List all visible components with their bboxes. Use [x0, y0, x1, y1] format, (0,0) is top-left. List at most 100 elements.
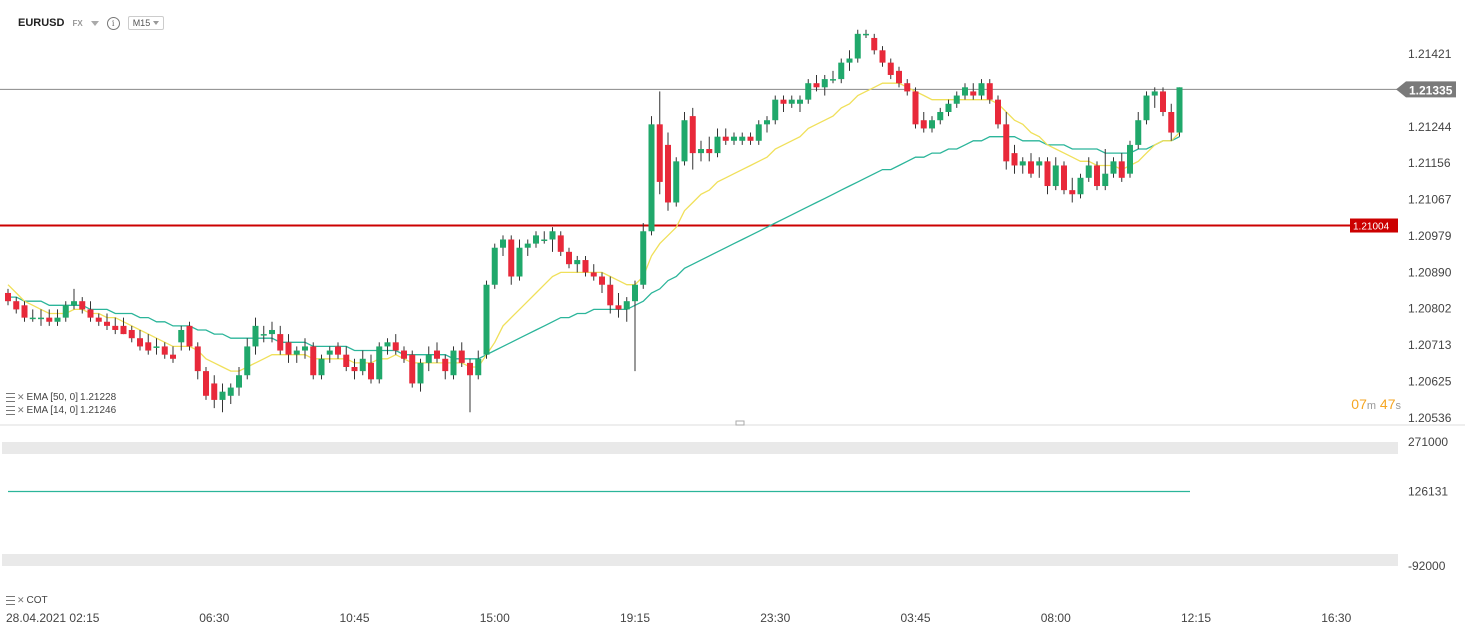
candle-up — [772, 95, 779, 125]
candle-down — [194, 342, 201, 380]
candle-body — [483, 284, 490, 355]
candle-body — [79, 301, 86, 310]
candle-up — [929, 116, 935, 133]
candle-down — [780, 95, 787, 112]
candle-body — [566, 251, 572, 265]
candle-up — [1036, 157, 1043, 178]
candle-down — [1061, 161, 1067, 195]
candle-up — [953, 91, 960, 108]
candle-body — [1102, 173, 1109, 187]
timeframe-dropdown-icon — [153, 21, 160, 25]
legend-ema14: ✕ EMA [14, 0] 1.21246 — [6, 405, 116, 416]
timer-seconds: 47 — [1379, 396, 1396, 412]
candle-down — [1044, 157, 1051, 195]
candle-down — [1003, 111, 1010, 170]
candle-body — [1044, 161, 1051, 187]
candle-up — [29, 309, 36, 322]
candle-body — [1094, 165, 1100, 187]
candle-down — [887, 58, 894, 80]
price-tick-label: 1.20802 — [1408, 302, 1452, 316]
candle-up — [1135, 111, 1142, 150]
timer-minutes-unit: m — [1366, 400, 1377, 412]
candle-body — [269, 329, 275, 335]
candle-down — [1118, 153, 1125, 182]
candle-up — [1085, 157, 1092, 182]
candle-up — [219, 383, 226, 413]
remove-indicator-icon[interactable]: ✕ — [17, 595, 25, 605]
candle-body — [698, 149, 704, 154]
symbol-label[interactable]: EURUSD — [18, 17, 65, 29]
candle-body — [615, 305, 622, 310]
candle-up — [755, 120, 762, 145]
cot-tick-label: 126131 — [1408, 484, 1448, 498]
candle-down — [665, 132, 671, 211]
candle-body — [689, 116, 696, 154]
candle-body — [986, 83, 993, 100]
candle-body — [879, 50, 886, 63]
legend-value: 1.21246 — [80, 405, 117, 416]
candle-body — [170, 354, 176, 359]
candle-up — [846, 50, 853, 71]
candle-up — [318, 354, 325, 380]
time-tick-label: 23:30 — [760, 611, 790, 625]
candle-down — [599, 272, 605, 293]
candle-body — [335, 346, 341, 355]
candle-down — [995, 95, 1001, 129]
timeframe-selector[interactable]: M15 — [127, 16, 165, 30]
remove-indicator-icon[interactable]: ✕ — [17, 392, 25, 402]
candle-down — [46, 309, 53, 326]
candle-up — [359, 350, 366, 376]
candle-down — [203, 366, 209, 400]
candle-body — [797, 99, 803, 104]
candle-body — [1077, 177, 1084, 195]
candle-body — [1135, 120, 1142, 145]
candle-body — [1011, 153, 1018, 166]
market-label: FX — [72, 18, 83, 28]
price-tick-label: 1.20979 — [1408, 229, 1452, 243]
candle-body — [1168, 111, 1175, 133]
cot-upper-band — [2, 442, 1398, 454]
candle-up — [788, 95, 795, 108]
candle-down — [566, 247, 572, 269]
indicator-settings-icon[interactable] — [6, 596, 15, 605]
candle-body — [582, 260, 589, 273]
candle-up — [937, 107, 944, 125]
indicator-settings-icon[interactable] — [6, 393, 15, 402]
candle-body — [1176, 87, 1183, 133]
candle-body — [1052, 165, 1059, 187]
candle-body — [244, 346, 251, 376]
symbol-dropdown-icon[interactable] — [90, 20, 99, 26]
candle-down — [722, 128, 729, 145]
candle-up — [673, 157, 680, 207]
candle-up — [483, 280, 490, 359]
candle-body — [912, 91, 919, 125]
indicator-settings-icon[interactable] — [6, 406, 15, 415]
candle-body — [714, 136, 721, 154]
candle-body — [450, 350, 457, 376]
candle-down — [186, 321, 193, 351]
candle-up — [962, 83, 968, 100]
candle-body — [863, 33, 869, 36]
time-tick-label: 10:45 — [339, 611, 369, 625]
cot-tick-label: 271000 — [1408, 435, 1448, 449]
candle-body — [351, 366, 358, 372]
candle-down — [1069, 177, 1076, 203]
candle-body — [46, 317, 53, 322]
candle-up — [1127, 140, 1133, 178]
info-icon[interactable]: i — [106, 16, 120, 30]
candle-body — [326, 350, 333, 355]
candle-body — [755, 124, 762, 141]
candle-body — [120, 325, 127, 335]
candle-body — [417, 362, 424, 384]
candle-up — [640, 223, 647, 289]
legend-ema50: ✕ EMA [50, 0] 1.21228 — [6, 392, 116, 403]
candle-body — [293, 350, 300, 355]
time-tick-label: 15:00 — [480, 611, 510, 625]
candle-up — [153, 338, 160, 355]
candle-body — [599, 276, 605, 285]
candle-up — [302, 338, 308, 359]
candle-body — [953, 95, 960, 104]
candle-body — [285, 342, 292, 355]
remove-indicator-icon[interactable]: ✕ — [17, 405, 25, 415]
